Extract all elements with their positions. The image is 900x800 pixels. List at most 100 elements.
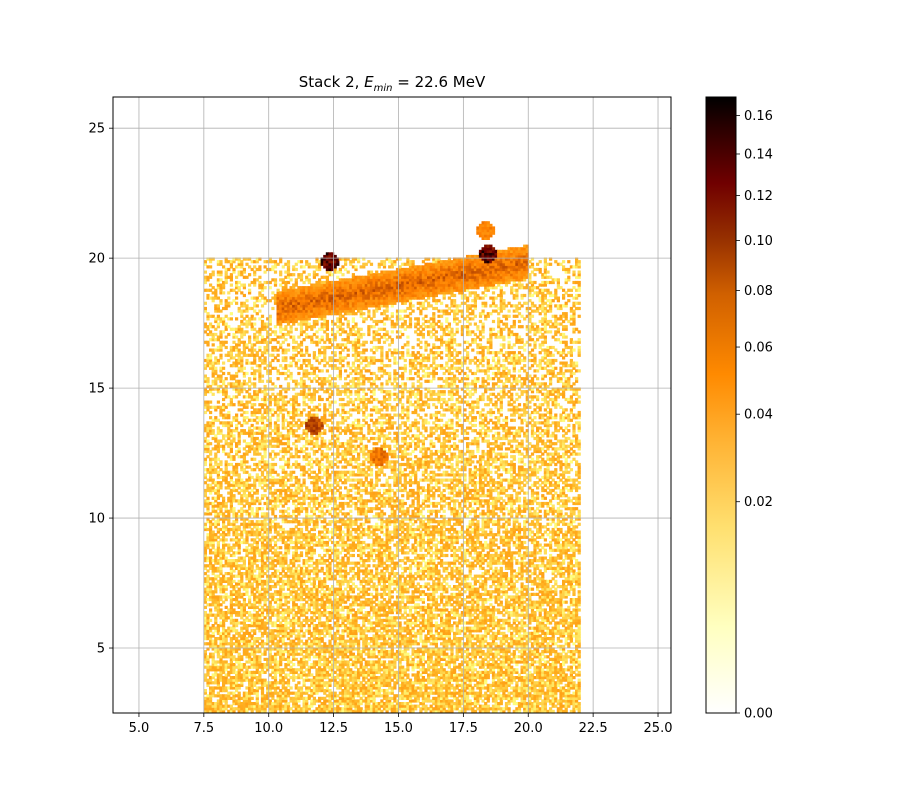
heatmap-cell <box>307 475 311 480</box>
heatmap-cell <box>284 494 288 498</box>
heatmap-cell <box>310 426 314 430</box>
heatmap-cell <box>255 527 259 532</box>
heatmap-cell <box>302 634 306 638</box>
heatmap-cell <box>211 457 215 461</box>
heatmap-cell <box>276 291 280 295</box>
heatmap-cell <box>245 686 249 690</box>
heatmap-cell <box>206 449 210 454</box>
heatmap-cell <box>273 345 278 350</box>
heatmap-cell <box>240 709 244 713</box>
heatmap-cell <box>237 421 241 425</box>
heatmap-cell <box>299 507 304 511</box>
heatmap-cell <box>268 314 272 318</box>
heatmap-cell <box>263 608 267 612</box>
heatmap-cell <box>263 408 267 412</box>
heatmap-cell <box>281 327 285 331</box>
heatmap-cell <box>284 449 288 454</box>
heatmap-cell <box>219 507 223 511</box>
heatmap-cell <box>271 413 275 417</box>
heatmap-cell <box>284 556 288 560</box>
heatmap-cell <box>240 403 244 407</box>
heatmap-cell <box>279 410 283 415</box>
heatmap-cell <box>271 358 275 363</box>
heatmap-cell <box>286 267 291 272</box>
heatmap-cell <box>263 579 267 583</box>
heatmap-cell <box>219 366 223 370</box>
heatmap-cell <box>320 322 324 326</box>
heatmap-cell <box>299 533 304 537</box>
heatmap-cell <box>222 546 226 550</box>
heatmap-cell <box>250 559 254 563</box>
heatmap-cell <box>232 611 236 615</box>
heatmap-cell <box>286 444 291 448</box>
heatmap-cell <box>266 694 270 698</box>
heatmap-cell <box>289 644 293 648</box>
heatmap-cell <box>266 348 270 352</box>
heatmap-cell <box>255 522 259 526</box>
heatmap-cell <box>206 496 210 500</box>
heatmap-cell <box>235 265 239 269</box>
heatmap-cell <box>242 462 246 467</box>
heatmap-cell <box>255 267 259 272</box>
heatmap-cell <box>305 306 309 311</box>
heatmap-cell <box>242 631 246 635</box>
heatmap-cell <box>203 475 207 480</box>
heatmap-cell <box>214 665 218 669</box>
heatmap-cell <box>281 309 285 313</box>
heatmap-cell <box>297 642 301 646</box>
heatmap-cell <box>235 330 239 334</box>
heatmap-cell <box>203 330 207 334</box>
heatmap-cell <box>250 538 254 542</box>
heatmap-cell <box>240 696 244 700</box>
heatmap-cell <box>219 319 223 324</box>
heatmap-cell <box>214 356 218 360</box>
heatmap-cell <box>216 569 220 573</box>
heatmap-cell <box>279 390 283 394</box>
heatmap-cell <box>227 436 231 441</box>
heatmap-cell <box>206 538 210 542</box>
heatmap-cell <box>240 501 244 506</box>
heatmap-cell <box>211 660 215 664</box>
heatmap-cell <box>224 689 228 693</box>
heatmap-cell <box>318 382 322 386</box>
heatmap-cell <box>214 561 218 565</box>
heatmap-cell <box>320 455 324 459</box>
heatmap-cell <box>307 442 311 446</box>
heatmap-cell <box>235 611 239 615</box>
heatmap-cell <box>232 494 236 498</box>
heatmap-cell <box>235 468 239 472</box>
heatmap-cell <box>292 319 296 324</box>
heatmap-cell <box>279 707 283 711</box>
heatmap-cell <box>292 626 296 630</box>
heatmap-cell <box>263 520 267 524</box>
heatmap-cell <box>299 465 304 469</box>
heatmap-cell <box>255 364 259 368</box>
heatmap-cell <box>214 455 218 459</box>
heatmap-cell <box>297 569 301 573</box>
heatmap-cell <box>305 403 309 407</box>
heatmap-cell <box>216 273 220 277</box>
heatmap-cell <box>229 384 233 389</box>
heatmap-cell <box>248 288 252 292</box>
heatmap-cell <box>216 647 220 651</box>
heatmap-cell <box>273 423 278 428</box>
heatmap-cell <box>305 514 309 519</box>
heatmap-cell <box>266 478 270 482</box>
heatmap-cell <box>229 496 233 500</box>
heatmap-cell <box>260 416 265 420</box>
heatmap-cell <box>284 408 288 412</box>
heatmap-cell <box>312 689 316 693</box>
heatmap-cell <box>253 650 257 654</box>
heatmap-cell <box>219 377 223 381</box>
heatmap-cell <box>302 660 306 664</box>
heatmap-cell <box>260 288 265 292</box>
heatmap-cell <box>232 538 236 542</box>
heatmap-cell <box>307 322 311 326</box>
heatmap-cell <box>318 652 322 656</box>
heatmap-cell <box>292 533 296 537</box>
heatmap-cell <box>286 577 291 581</box>
heatmap-cell <box>258 447 262 451</box>
heatmap-cell <box>227 626 231 630</box>
heatmap-cell <box>209 387 213 391</box>
heatmap-cell <box>294 540 298 545</box>
